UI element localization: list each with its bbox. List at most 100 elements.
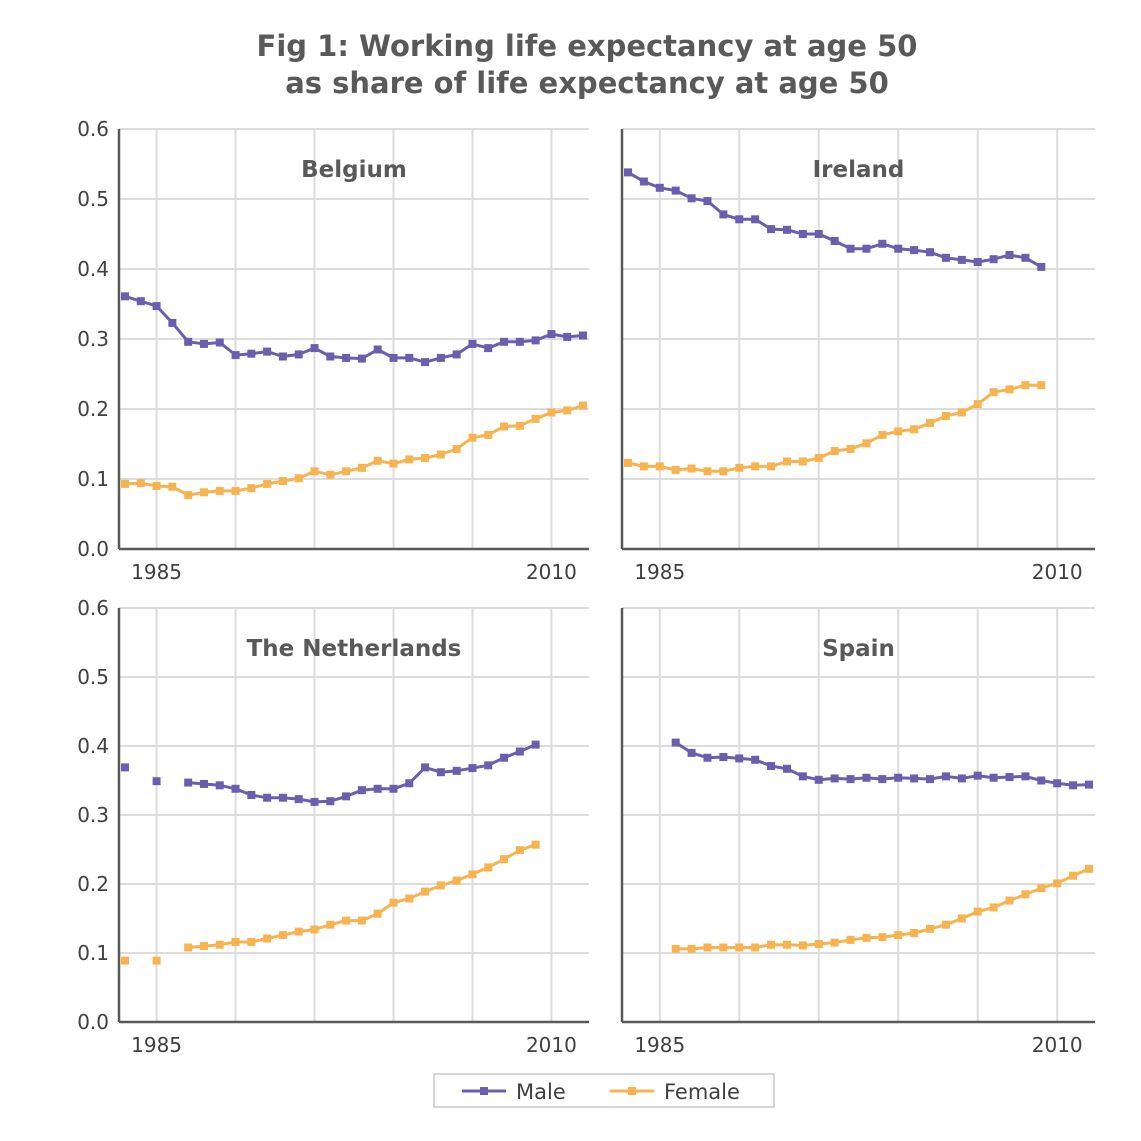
data-point-female [199, 488, 208, 497]
data-point-male [973, 258, 982, 266]
data-point-male [531, 336, 540, 345]
data-point-female [484, 430, 493, 439]
data-point-female [830, 938, 839, 947]
data-point-male [1069, 781, 1078, 790]
data-point-male [910, 774, 919, 783]
data-point-male [862, 244, 871, 253]
data-point-male [278, 352, 287, 361]
data-point-female [342, 467, 351, 476]
data-point-male [121, 763, 129, 772]
data-point-female [436, 450, 445, 459]
data-point-female [878, 430, 887, 439]
data-point-male [405, 779, 414, 788]
data-point-female [452, 876, 461, 885]
data-point-female [168, 482, 177, 491]
data-point-male [957, 255, 966, 264]
data-point-female [814, 454, 823, 462]
data-point-male [941, 772, 950, 781]
y-tick-label: 0.4 [77, 257, 109, 281]
data-point-male [1005, 773, 1014, 782]
data-point-male [957, 774, 966, 783]
data-point-female [215, 940, 224, 949]
series-line-male [124, 294, 584, 364]
data-point-female [894, 427, 903, 436]
data-point-male [199, 779, 208, 788]
data-point-female [310, 925, 319, 934]
data-point-male [1005, 251, 1014, 259]
data-point-male [342, 792, 351, 801]
data-point-female [421, 454, 430, 462]
data-point-male [184, 778, 193, 787]
data-point-female [687, 944, 696, 953]
data-point-female [1037, 381, 1046, 390]
legend-male-marker [480, 1087, 488, 1095]
data-point-male [687, 194, 696, 203]
series-line-male [627, 171, 1043, 269]
y-tick-label: 0.5 [77, 187, 109, 211]
data-point-male [389, 353, 398, 362]
data-point-male [342, 353, 351, 362]
data-point-male [894, 773, 903, 782]
data-point-male [639, 177, 648, 186]
data-point-female [830, 447, 839, 455]
data-point-male [563, 332, 572, 341]
data-point-male [703, 753, 712, 762]
data-point-female [703, 467, 712, 476]
data-point-male [1037, 776, 1046, 785]
data-point-male [846, 244, 855, 253]
series-line-female [124, 404, 584, 497]
data-point-female [894, 931, 903, 940]
data-point-male [247, 790, 256, 799]
data-point-male [326, 352, 335, 361]
data-point-female [579, 401, 587, 410]
data-point-male [263, 347, 272, 356]
data-point-female [184, 491, 193, 500]
chart-title-line-1: Fig 1: Working life expectancy at age 50 [257, 29, 918, 63]
data-point-male [547, 330, 556, 339]
data-point-female [294, 927, 303, 936]
data-point-male [484, 344, 493, 353]
data-point-female [655, 462, 664, 471]
data-point-female [152, 956, 161, 965]
data-point-female [878, 933, 887, 942]
data-point-female [215, 486, 224, 495]
data-point-female [263, 479, 272, 488]
series-line-female [627, 383, 1042, 473]
data-point-male [846, 775, 855, 784]
panel-0: 0.0 0.1 0.2 0.3 0.4 0.5 0.6 1985 2010 Belgium [77, 117, 589, 584]
data-point-male [989, 255, 998, 264]
data-point-male [941, 253, 950, 262]
data-point-female [1085, 864, 1093, 873]
data-point-female [373, 456, 382, 465]
data-point-female [973, 400, 982, 409]
data-point-female [389, 898, 398, 907]
data-point-female [973, 907, 982, 916]
data-point-male [926, 248, 935, 257]
x-tick-label: 2010 [1032, 560, 1083, 584]
data-point-male [1085, 780, 1093, 789]
data-point-male [357, 786, 366, 795]
data-point-female [719, 467, 728, 476]
data-point-male [1021, 772, 1030, 781]
data-point-female [531, 840, 540, 849]
data-point-male [452, 350, 461, 359]
x-tick-label: 1985 [131, 560, 182, 584]
data-point-male [814, 775, 823, 784]
data-point-female [735, 943, 744, 952]
data-point-female [389, 459, 398, 468]
y-tick-label: 0.6 [77, 117, 109, 141]
data-point-male [735, 215, 744, 224]
data-point-female [926, 924, 935, 933]
data-point-male [484, 761, 493, 770]
data-point-female [1069, 871, 1078, 880]
data-point-female [468, 870, 477, 879]
data-point-male [326, 797, 335, 806]
data-point-male [168, 318, 177, 327]
panel-1: 1985 2010 Ireland [620, 128, 1095, 584]
data-point-female [1021, 381, 1030, 390]
data-point-male [655, 183, 664, 192]
data-point-male [751, 215, 760, 224]
data-point-male [862, 773, 871, 782]
